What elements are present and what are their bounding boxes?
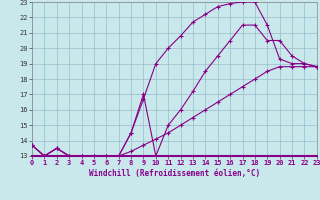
X-axis label: Windchill (Refroidissement éolien,°C): Windchill (Refroidissement éolien,°C): [89, 169, 260, 178]
